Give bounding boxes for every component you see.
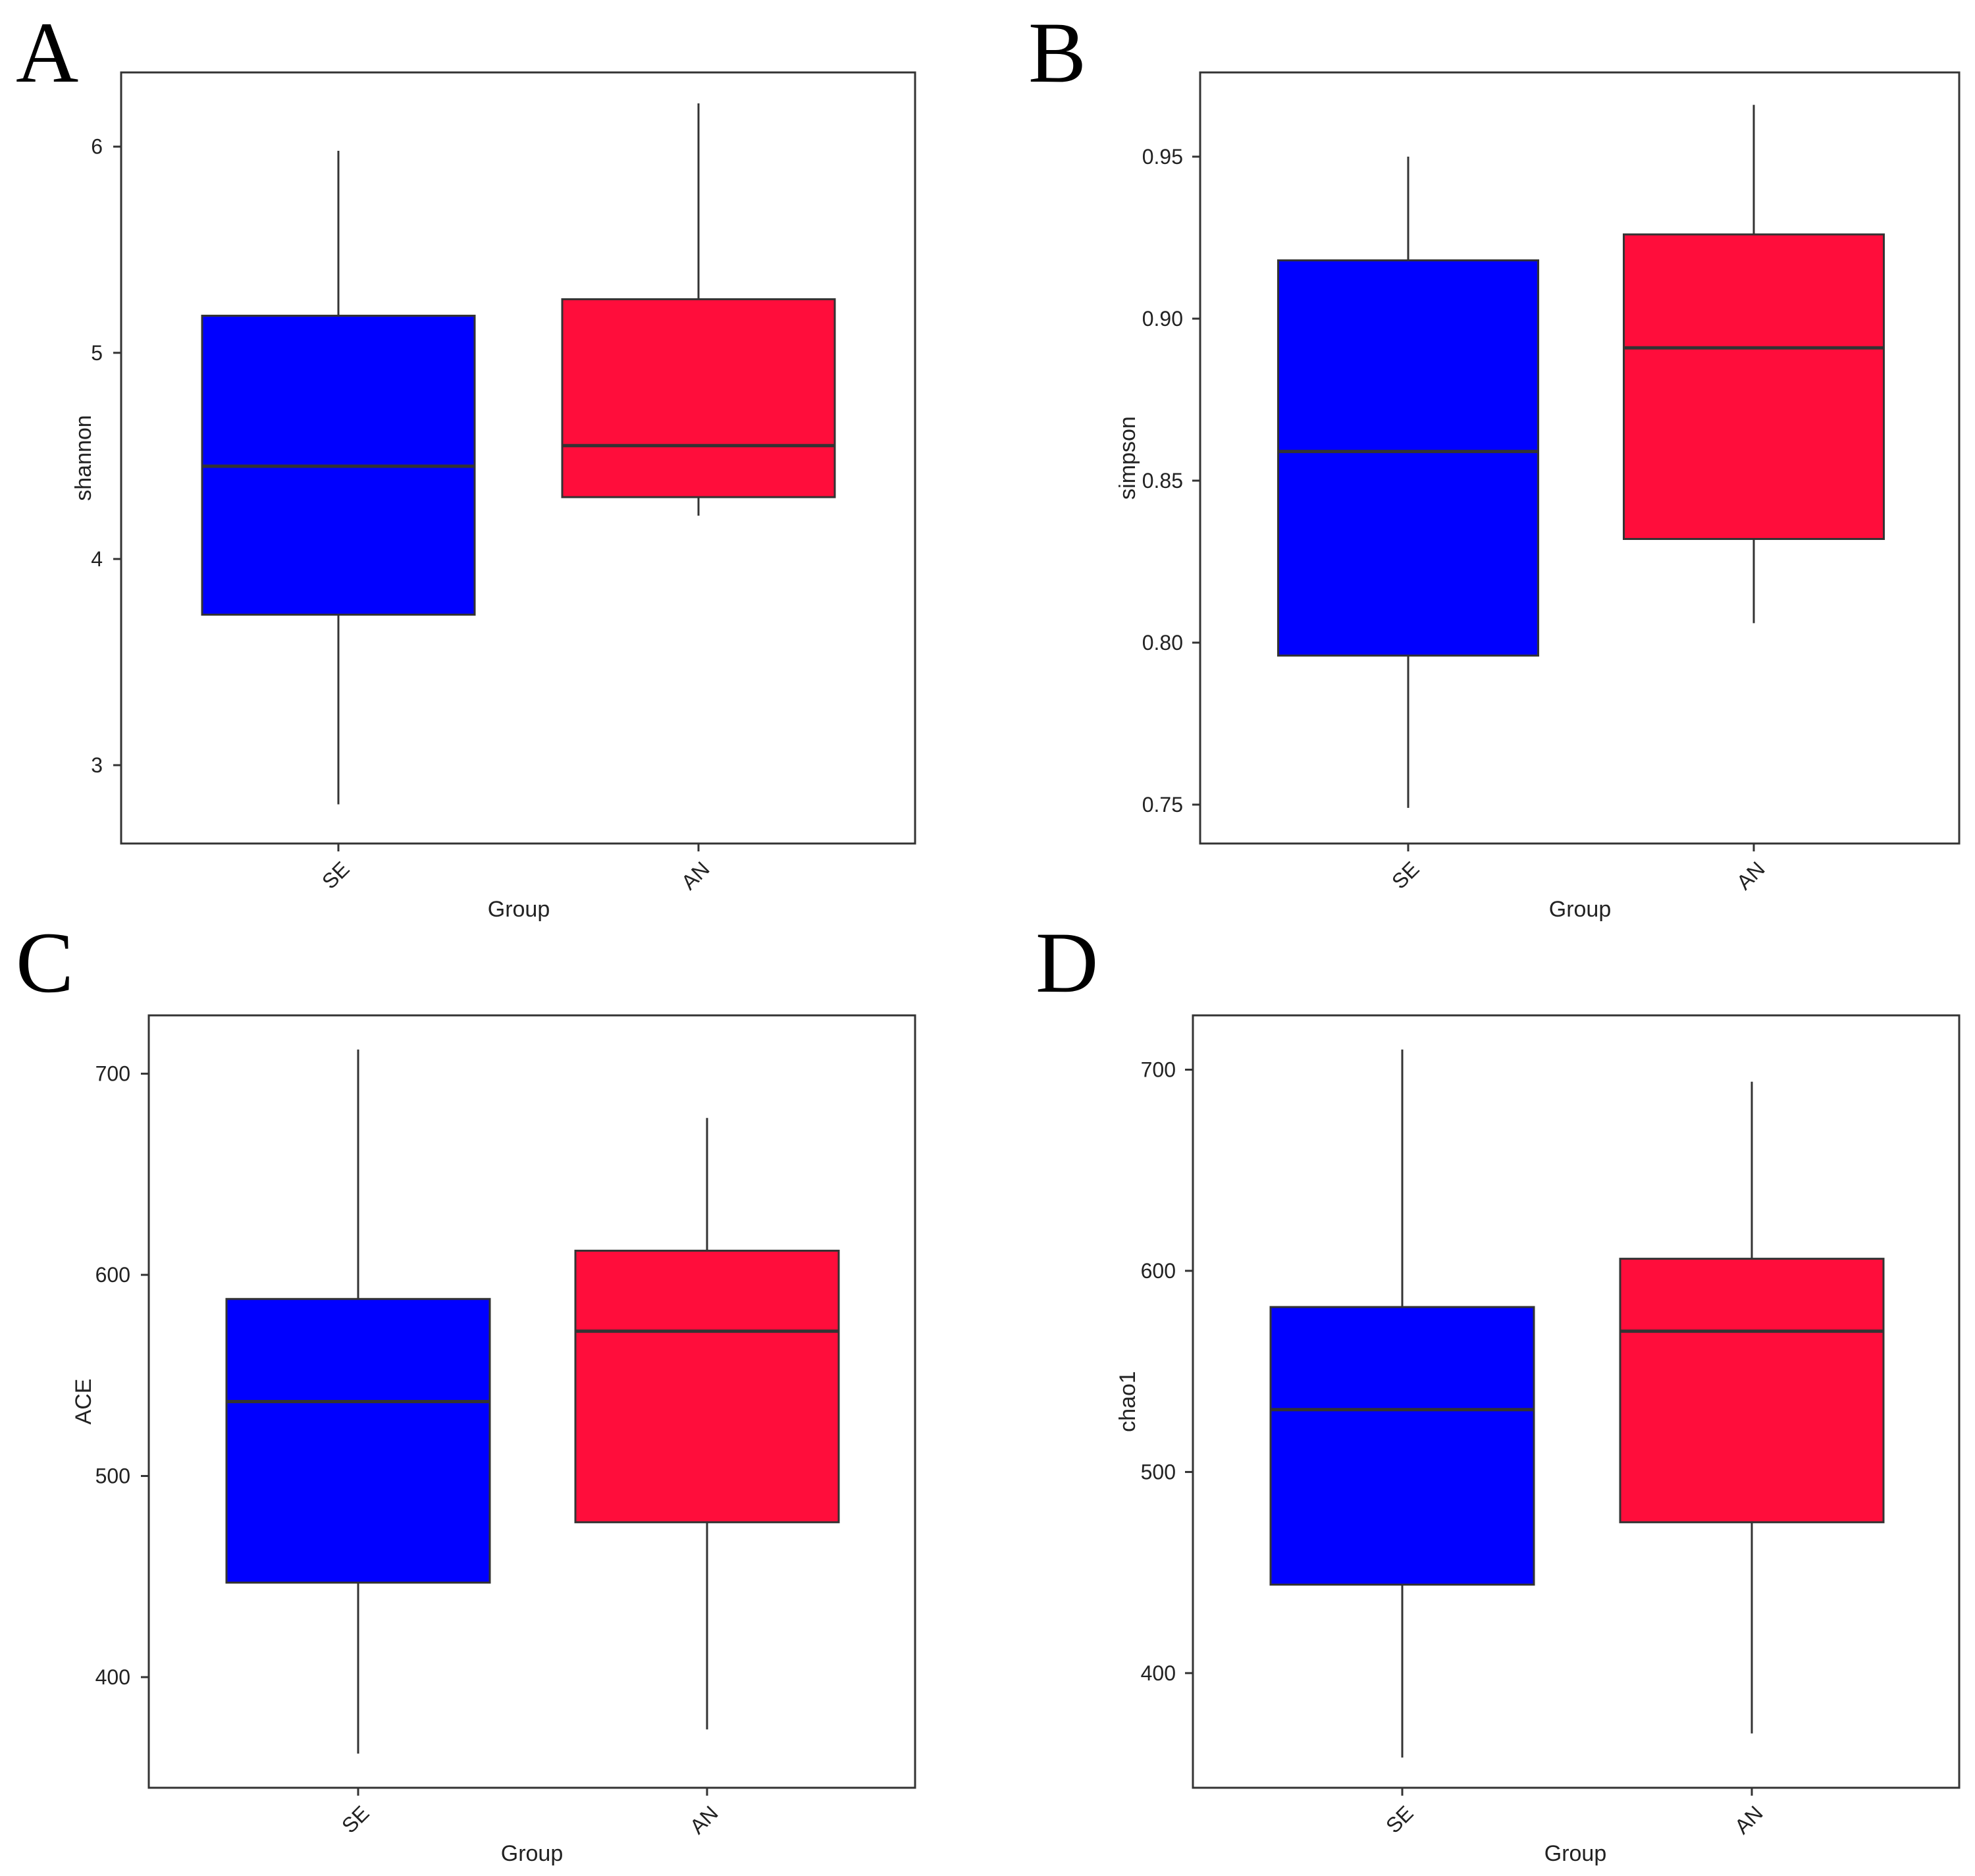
panel-a: A 3 4 5 6 shannon SE AN Group	[16, 4, 916, 922]
box-an	[1619, 1258, 1885, 1524]
panel-d: D 400 500 600 700 chao1 SE AN Group	[1036, 914, 1961, 1866]
panel-letter: D	[1036, 914, 1098, 1011]
panel-c: C 400 500 600 700 ACE SE AN Group	[16, 914, 916, 1866]
box-se	[225, 1298, 491, 1584]
y-tick-label: 0.95	[1142, 145, 1183, 169]
y-tick-label: 5	[91, 341, 103, 365]
x-tick-label: SE	[1381, 1801, 1418, 1838]
panel-letter: B	[1028, 4, 1086, 101]
box-an	[1623, 233, 1885, 541]
y-axis-title: simpson	[1115, 416, 1140, 500]
y-tick-label: 0.80	[1142, 631, 1183, 655]
x-axis-title: Group	[488, 897, 550, 922]
x-axis-title: Group	[1544, 1841, 1607, 1866]
y-tick-label: 4	[91, 547, 103, 571]
x-tick-label: AN	[677, 857, 714, 894]
x-tick-label: SE	[1387, 857, 1424, 894]
y-tick-label: 400	[95, 1665, 130, 1689]
x-tick-label: AN	[685, 1801, 723, 1838]
panel-letter: C	[16, 914, 74, 1011]
y-tick-label: 700	[1141, 1058, 1176, 1081]
plot-frame	[1199, 71, 1961, 845]
panel-b: B 0.75 0.80 0.85 0.90 0.95 simpson SE AN Group	[1028, 4, 1961, 922]
x-tick-label: SE	[317, 857, 354, 894]
y-tick-label: 6	[91, 135, 103, 159]
x-tick-label: AN	[1732, 857, 1770, 894]
y-tick-label: 600	[95, 1263, 130, 1287]
y-tick-label: 500	[1141, 1460, 1176, 1484]
y-axis-title: ACE	[71, 1379, 96, 1425]
y-tick-label: 0.90	[1142, 307, 1183, 331]
y-tick-label: 500	[95, 1464, 130, 1488]
box-se	[1277, 259, 1539, 657]
y-tick-label: 600	[1141, 1259, 1176, 1283]
plot-frame	[1192, 1014, 1961, 1789]
box-an	[574, 1249, 840, 1524]
box-an	[561, 298, 836, 498]
y-tick-label: 0.75	[1142, 793, 1183, 817]
y-tick-label: 0.85	[1142, 469, 1183, 493]
box-se	[1269, 1306, 1535, 1586]
plot-frame	[147, 1014, 916, 1789]
y-tick-label: 700	[95, 1062, 130, 1086]
plot-frame	[120, 71, 916, 845]
x-axis-title: Group	[1549, 897, 1612, 922]
y-axis-title: chao1	[1115, 1371, 1140, 1432]
y-tick-label: 400	[1141, 1661, 1176, 1685]
y-tick-label: 3	[91, 753, 103, 777]
panel-letter: A	[16, 4, 78, 101]
x-axis-title: Group	[501, 1841, 564, 1866]
y-axis-title: shannon	[71, 415, 96, 500]
x-tick-label: AN	[1730, 1801, 1768, 1838]
x-tick-label: SE	[337, 1801, 374, 1838]
